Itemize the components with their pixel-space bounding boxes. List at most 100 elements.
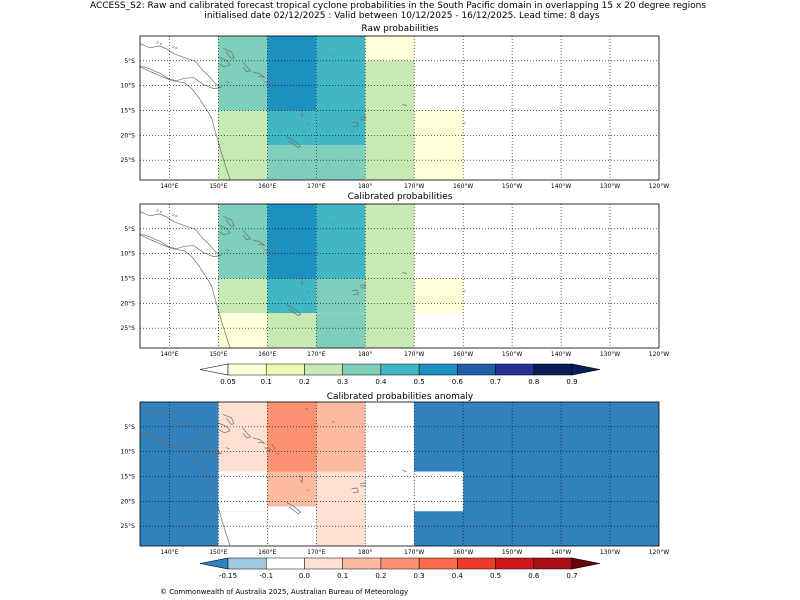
map-frame [139, 203, 660, 349]
coastline-10 [351, 121, 359, 128]
calibrated-probabilities-map: Calibrated probabilities 140°E 150°E 160°E 1… [121, 192, 670, 358]
coastline-6 [264, 81, 272, 86]
coastline-6 [264, 249, 272, 254]
coastline-3 [223, 414, 235, 425]
island-2 [172, 411, 175, 414]
coastline-12 [402, 272, 407, 274]
coastline-10 [351, 289, 359, 296]
x-tick-label: 170°W [404, 183, 424, 190]
colorbar-under-extension [199, 557, 229, 570]
probability-colorbar: 0.05 0.1 0.2 0.3 0.4 0.5 0.6 0.7 0.8 0.9 [199, 363, 601, 386]
copyright-notice: © Commonwealth of Australia 2025, Austra… [160, 588, 408, 596]
colorbar-segment-7 [495, 557, 535, 570]
coastline-0 [139, 66, 231, 181]
colorbar-segment-2 [304, 363, 343, 376]
y-tick-label: 20°S [121, 300, 136, 307]
region-cell-10 [365, 110, 415, 180]
region-cell-5 [267, 278, 317, 314]
island-0 [156, 209, 159, 212]
x-tick-label: 140°E [160, 351, 178, 358]
colorbar-segment-8 [533, 363, 573, 376]
colorbar-segment-4 [380, 363, 420, 376]
colorbar-tick-label: -0.1 [259, 572, 273, 580]
colorbar-over-extension [571, 363, 601, 376]
coastline-13 [307, 291, 310, 293]
x-tick-label: 160°E [258, 351, 276, 358]
colorbar-tick-label: 0.2 [375, 572, 386, 580]
island-4 [463, 290, 466, 293]
colorbar-tick-label: 0.5 [490, 572, 501, 580]
map-title-0: Raw probabilities [361, 24, 439, 34]
island-4 [463, 488, 466, 491]
coastline-11 [359, 115, 366, 121]
coastline-6 [264, 447, 272, 452]
x-tick-label: 180° [358, 351, 372, 358]
colorbar-tick-label: 0.6 [452, 378, 464, 386]
coastline-9 [286, 303, 302, 317]
coastline-7 [271, 245, 276, 253]
coastline-8 [299, 277, 303, 286]
island-3 [175, 214, 178, 217]
region-cell-4 [218, 278, 268, 314]
figure-title-line1: ACCESS_S2: Raw and calibrated forecast t… [90, 1, 706, 11]
coastline-3 [223, 48, 235, 59]
colorbar-segment-8 [533, 557, 573, 570]
coastline-9 [286, 501, 302, 515]
x-tick-label: 140°E [160, 549, 178, 556]
colorbar-tick-label: 0.8 [528, 378, 539, 386]
colorbar-tick-label: 0.2 [299, 378, 310, 386]
region-cell-11 [414, 471, 464, 512]
colorbar-tick-label: -0.15 [219, 572, 237, 580]
x-tick-label: 120°W [649, 351, 669, 358]
anomaly-map: Calibrated probabilities anomaly 140°E 150… [121, 392, 670, 556]
region-cell-12 [365, 313, 415, 348]
region-cell-2 [267, 402, 317, 472]
anomaly-colorbar: -0.15 -0.1 0.0 0.1 0.2 0.3 0.4 0.5 0.6 0.7 [199, 557, 601, 580]
y-tick-label: 15°S [121, 107, 136, 114]
colorbar-segment-0 [227, 557, 267, 570]
colorbar-segment-6 [457, 557, 496, 570]
x-tick-label: 140°W [551, 549, 571, 556]
coastline-2 [218, 56, 231, 68]
region-cell-9 [218, 313, 268, 348]
x-tick-label: 130°W [600, 549, 620, 556]
x-tick-label: 140°E [160, 183, 178, 190]
region-cell-11 [414, 110, 464, 180]
colorbar-tick-label: 0.4 [452, 572, 464, 580]
region-cell-11 [316, 313, 366, 348]
coastline-11 [359, 481, 366, 487]
colorbar-segment-4 [380, 557, 420, 570]
region-cell-6 [316, 278, 366, 314]
coastline-14 [225, 81, 230, 84]
colorbar-segment-7 [495, 363, 535, 376]
island-6 [305, 209, 308, 213]
x-tick-label: 150°W [502, 549, 522, 556]
colorbar-over-extension [571, 557, 601, 570]
coastline-0 [139, 234, 231, 349]
y-tick-label: 20°S [121, 132, 136, 139]
colorbar-segment-5 [418, 363, 458, 376]
y-tick-label: 5°S [124, 58, 135, 65]
coastline-2 [218, 224, 231, 236]
y-tick-label: 5°S [124, 226, 135, 233]
x-tick-label: 160°W [453, 549, 473, 556]
x-tick-label: 160°E [258, 183, 276, 190]
region-cell-0 [140, 402, 219, 546]
x-tick-label: 170°E [307, 549, 325, 556]
region-cell-1 [218, 402, 268, 472]
x-tick-label: 150°W [502, 183, 522, 190]
region-cell-5 [218, 471, 268, 512]
coastline-12 [402, 470, 407, 472]
island-2 [172, 45, 175, 48]
island-1 [160, 408, 163, 411]
island-6 [305, 407, 308, 411]
region-cell-3 [365, 204, 415, 279]
x-tick-label: 160°W [453, 183, 473, 190]
coastline-5 [252, 437, 266, 444]
y-tick-label: 25°S [121, 157, 136, 164]
island-0 [156, 41, 159, 44]
x-tick-label: 130°W [600, 183, 620, 190]
region-cell-2 [316, 204, 366, 279]
colorbar-segment-1 [265, 557, 305, 570]
